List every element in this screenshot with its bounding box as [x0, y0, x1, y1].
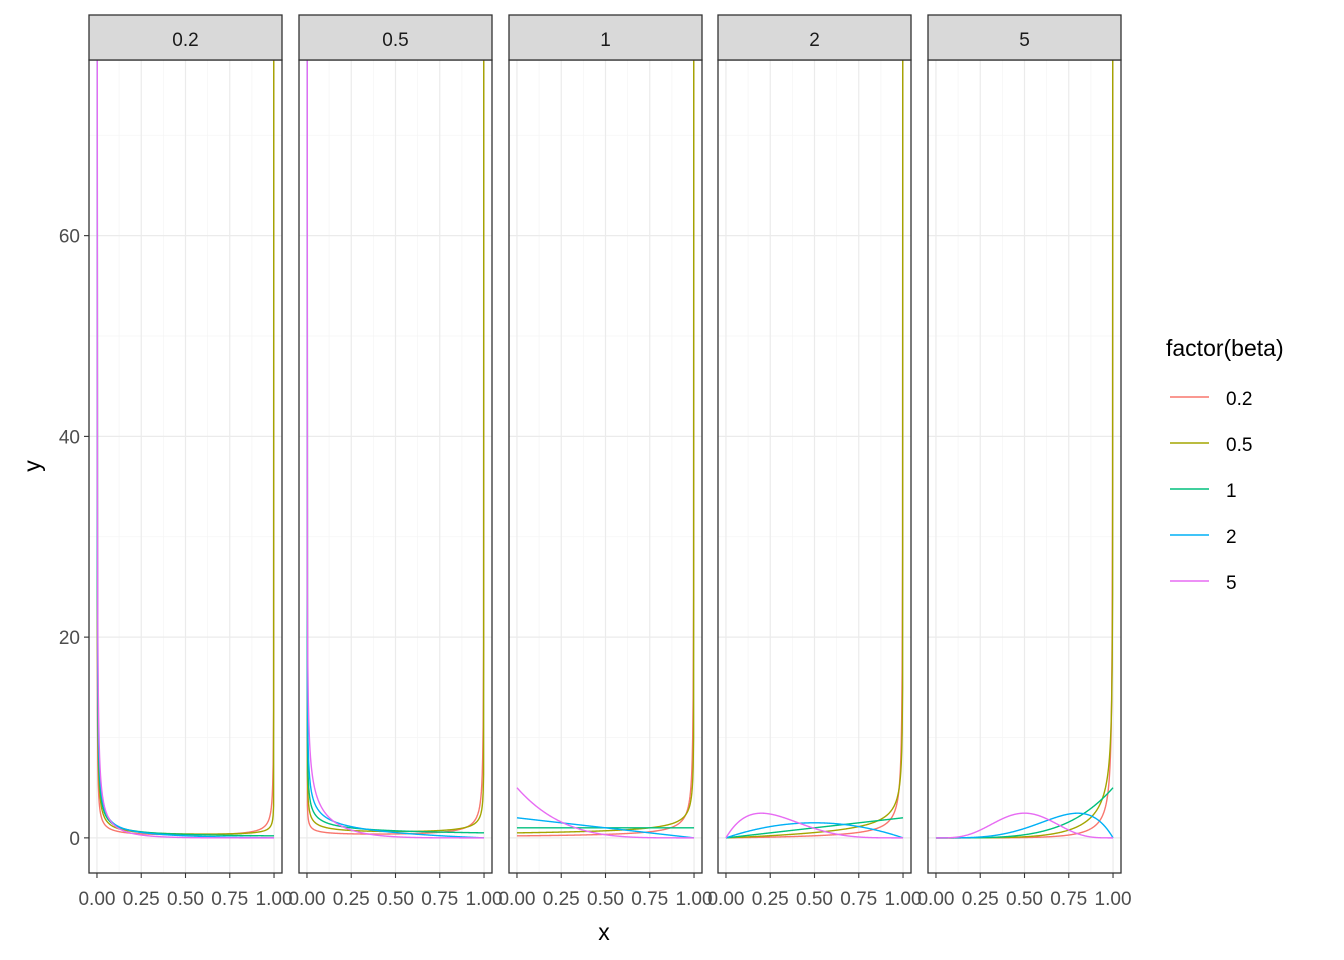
strip-label: 2 [809, 30, 820, 51]
x-tick-label: 0.50 [796, 889, 833, 910]
series-line-beta-1 [306, 60, 485, 834]
series-line-beta-5 [306, 60, 485, 839]
series-lines [516, 60, 695, 839]
legend-label-0.2: 0.2 [1226, 389, 1252, 410]
y-tick-label: 0 [69, 829, 80, 850]
strip-label: 0.2 [172, 30, 198, 51]
series-lines [306, 60, 485, 839]
series-line-beta-0.5 [306, 60, 485, 833]
legend-label-1: 1 [1226, 481, 1237, 502]
series-line-beta-0.5 [725, 60, 904, 839]
x-tick-label: 0.00 [707, 889, 744, 910]
legend-title: factor(beta) [1166, 335, 1284, 361]
y-tick-label: 60 [59, 227, 80, 248]
x-tick-label: 0.75 [631, 889, 668, 910]
x-tick-label: 0.50 [587, 889, 624, 910]
x-tick-label: 0.00 [78, 889, 115, 910]
series-line-beta-5 [516, 787, 695, 839]
y-axis: 0 20 40 60 [59, 227, 89, 850]
x-tick-label: 0.75 [840, 889, 877, 910]
series-lines [725, 60, 904, 839]
legend-label-2: 2 [1226, 527, 1237, 548]
x-tick-label: 0.25 [333, 889, 370, 910]
facet-panel-5: 5 0.00 0.25 0.50 0.75 1.00 [917, 14, 1132, 910]
strip-background [508, 14, 703, 61]
strip-background [298, 14, 493, 61]
strip-background [717, 14, 912, 61]
x-tick-label: 0.00 [498, 889, 535, 910]
series-line-beta-2 [935, 812, 1114, 839]
facet-panel-1: 1 0.00 0.25 0.50 0.75 1.00 [498, 14, 713, 910]
x-tick-label: 0.75 [421, 889, 458, 910]
facet-panel-2: 2 0.00 0.25 0.50 0.75 1.00 [707, 14, 922, 910]
x-tick-label: 0.50 [1006, 889, 1043, 910]
y-tick-label: 40 [59, 427, 80, 448]
x-tick-label: 0.50 [167, 889, 204, 910]
x-axis-title: x [598, 919, 610, 945]
x-tick-label: 1.00 [885, 889, 922, 910]
y-tick-label: 20 [59, 628, 80, 649]
series-line-beta-5 [935, 812, 1114, 839]
x-tick-label: 1.00 [1095, 889, 1132, 910]
legend-label-0.5: 0.5 [1226, 435, 1252, 456]
series-line-beta-5 [96, 60, 275, 839]
x-tick-label: 0.50 [377, 889, 414, 910]
x-tick-label: 1.00 [676, 889, 713, 910]
facet-panel-0.2: 0.2 0.00 0.25 0.50 0.75 1.00 [78, 14, 293, 910]
x-tick-label: 0.00 [288, 889, 325, 910]
strip-label: 5 [1019, 30, 1030, 51]
x-tick-label: 0.25 [752, 889, 789, 910]
x-tick-label: 0.75 [211, 889, 248, 910]
x-tick-label: 0.25 [543, 889, 580, 910]
x-tick-label: 0.00 [917, 889, 954, 910]
x-tick-label: 0.25 [123, 889, 160, 910]
x-tick-label: 0.25 [962, 889, 999, 910]
series-lines [935, 60, 1114, 839]
legend: factor(beta) 0.2 0.5 1 2 5 [1166, 335, 1284, 594]
series-lines [96, 60, 275, 839]
series-line-beta-5 [725, 812, 904, 839]
facet-panel-0.5: 0.5 0.00 0.25 0.50 0.75 1.00 [288, 14, 503, 910]
x-tick-label: 0.75 [1050, 889, 1087, 910]
strip-background [88, 14, 283, 61]
x-tick-label: 1.00 [256, 889, 293, 910]
legend-label-5: 5 [1226, 573, 1237, 594]
series-line-beta-0.2 [306, 60, 485, 835]
y-axis-title: y [19, 460, 45, 472]
facet-panels: 0.20.00 0.25 0.50 0.75 1.000.50.00 0.25 0.50 0.… [78, 14, 1132, 910]
series-line-beta-2 [725, 822, 904, 839]
strip-label: 0.5 [382, 30, 408, 51]
x-tick-label: 1.00 [466, 889, 503, 910]
series-line-beta-0.5 [516, 60, 695, 834]
series-line-beta-2 [516, 817, 695, 839]
strip-label: 1 [600, 30, 611, 51]
strip-background [927, 14, 1122, 61]
